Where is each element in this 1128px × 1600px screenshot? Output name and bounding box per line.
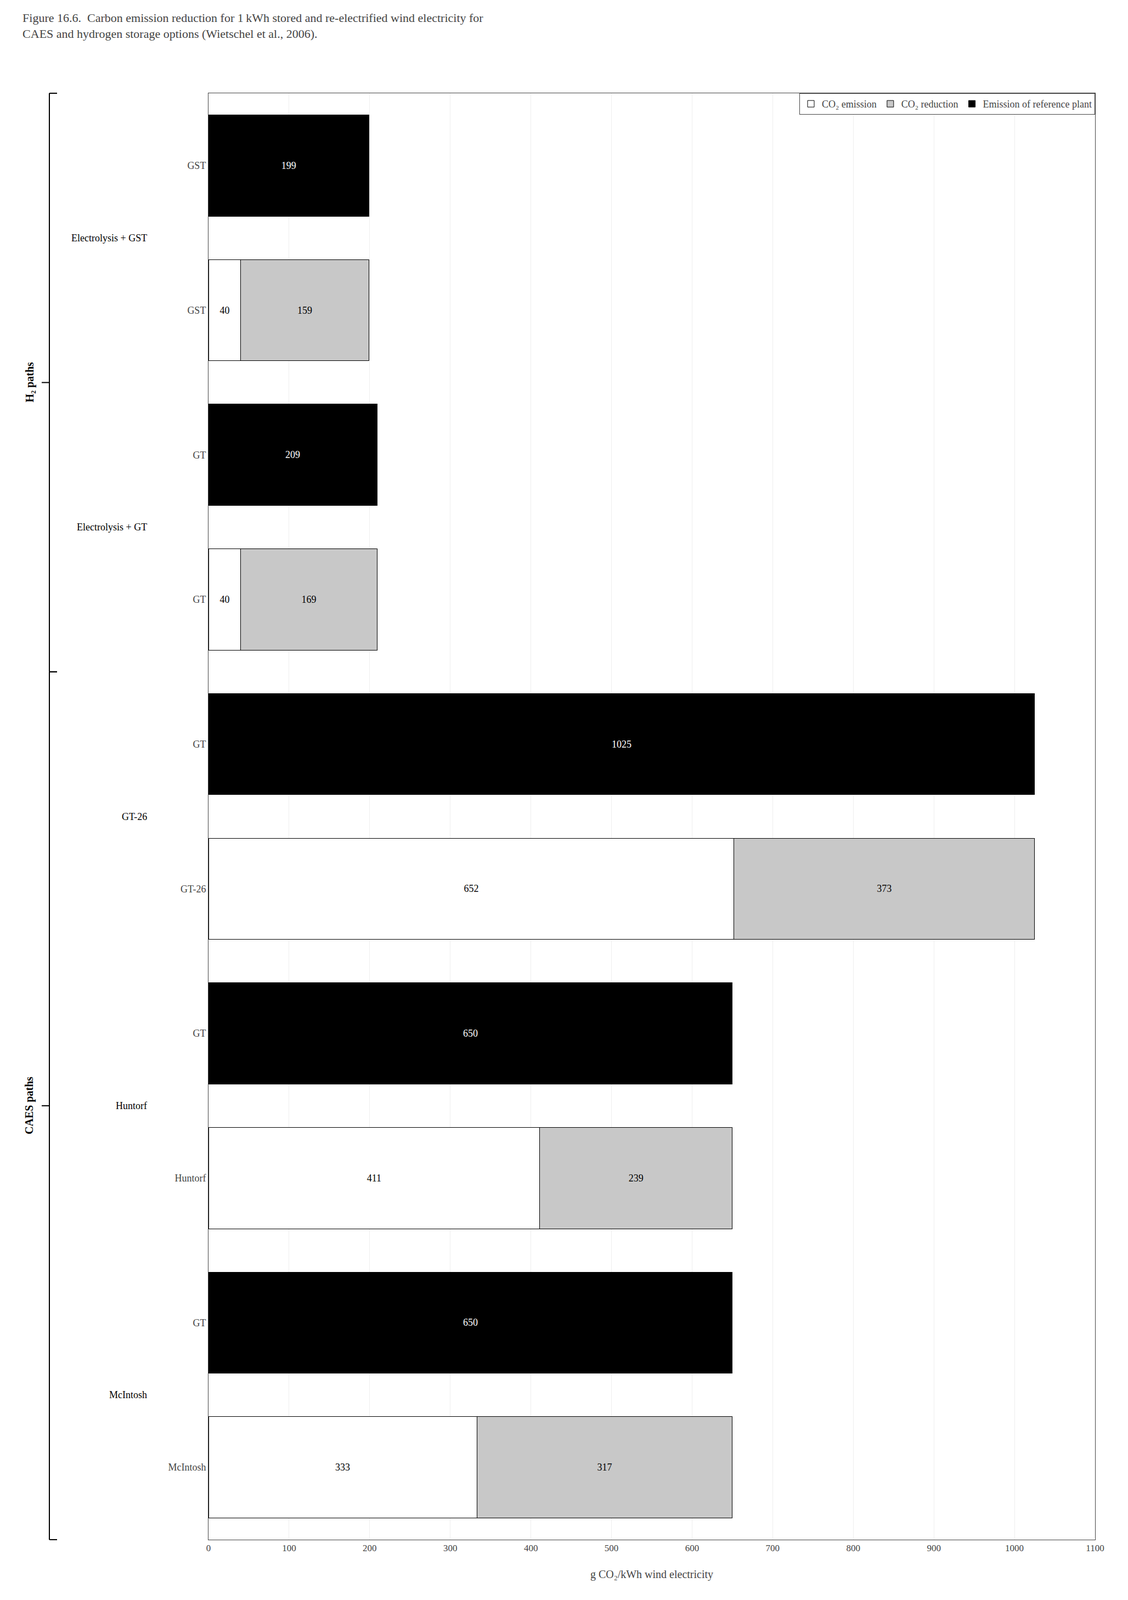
svg-text:GT-26: GT-26 bbox=[180, 883, 206, 895]
svg-text:McIntosh: McIntosh bbox=[109, 1389, 148, 1401]
svg-text:GT: GT bbox=[192, 449, 206, 461]
svg-text:GT: GT bbox=[192, 739, 206, 750]
svg-text:GT-26: GT-26 bbox=[121, 811, 148, 823]
svg-text:GST: GST bbox=[187, 160, 206, 172]
svg-text:GT: GT bbox=[192, 594, 206, 606]
svg-text:650: 650 bbox=[463, 1317, 478, 1329]
svg-text:1025: 1025 bbox=[611, 739, 632, 750]
svg-text:700: 700 bbox=[765, 1543, 781, 1554]
svg-text:400: 400 bbox=[523, 1543, 539, 1554]
svg-text:317: 317 bbox=[597, 1462, 613, 1474]
svg-text:Electrolysis + GT: Electrolysis + GT bbox=[76, 521, 148, 533]
svg-text:H₂ paths: H₂ paths bbox=[23, 362, 37, 403]
svg-text:40: 40 bbox=[219, 305, 230, 317]
svg-text:1100: 1100 bbox=[1085, 1543, 1104, 1554]
svg-text:McIntosh: McIntosh bbox=[167, 1462, 206, 1474]
svg-text:GT: GT bbox=[192, 1028, 206, 1040]
svg-text:Figure 16.6. Carbon emission: Figure 16.6. Carbon emission reduction f… bbox=[22, 10, 484, 41]
svg-text:333: 333 bbox=[335, 1462, 351, 1474]
svg-text:900: 900 bbox=[926, 1543, 941, 1554]
svg-text:CO₂ reduction: CO₂ reduction bbox=[901, 98, 959, 110]
svg-text:200: 200 bbox=[362, 1543, 377, 1554]
svg-text:100: 100 bbox=[282, 1543, 297, 1554]
svg-text:800: 800 bbox=[846, 1543, 861, 1554]
svg-text:411: 411 bbox=[367, 1172, 382, 1184]
svg-text:239: 239 bbox=[628, 1172, 644, 1184]
svg-text:650: 650 bbox=[463, 1028, 478, 1040]
svg-text:209: 209 bbox=[285, 449, 301, 461]
svg-text:1000: 1000 bbox=[1005, 1543, 1024, 1554]
svg-text:159: 159 bbox=[297, 305, 313, 317]
svg-text:Huntorf: Huntorf bbox=[174, 1172, 206, 1184]
svg-text:Electrolysis + GST: Electrolysis + GST bbox=[71, 232, 148, 244]
svg-text:g CO₂/kWh wind electricity: g CO₂/kWh wind electricity bbox=[590, 1568, 714, 1582]
svg-text:CO₂ emission: CO₂ emission bbox=[821, 98, 877, 110]
svg-text:GT: GT bbox=[192, 1317, 206, 1329]
svg-text:GST: GST bbox=[187, 305, 206, 317]
svg-text:169: 169 bbox=[301, 594, 317, 606]
svg-text:600: 600 bbox=[685, 1543, 700, 1554]
svg-text:652: 652 bbox=[463, 883, 479, 895]
svg-text:199: 199 bbox=[281, 160, 297, 172]
svg-text:500: 500 bbox=[604, 1543, 619, 1554]
svg-text:CAES paths: CAES paths bbox=[23, 1076, 36, 1135]
svg-text:Huntorf: Huntorf bbox=[115, 1100, 148, 1112]
svg-text:300: 300 bbox=[443, 1543, 458, 1554]
svg-text:Emission of reference plant: Emission of reference plant bbox=[983, 98, 1092, 110]
svg-text:373: 373 bbox=[876, 883, 892, 895]
svg-text:0: 0 bbox=[206, 1543, 212, 1554]
svg-text:40: 40 bbox=[219, 594, 230, 606]
